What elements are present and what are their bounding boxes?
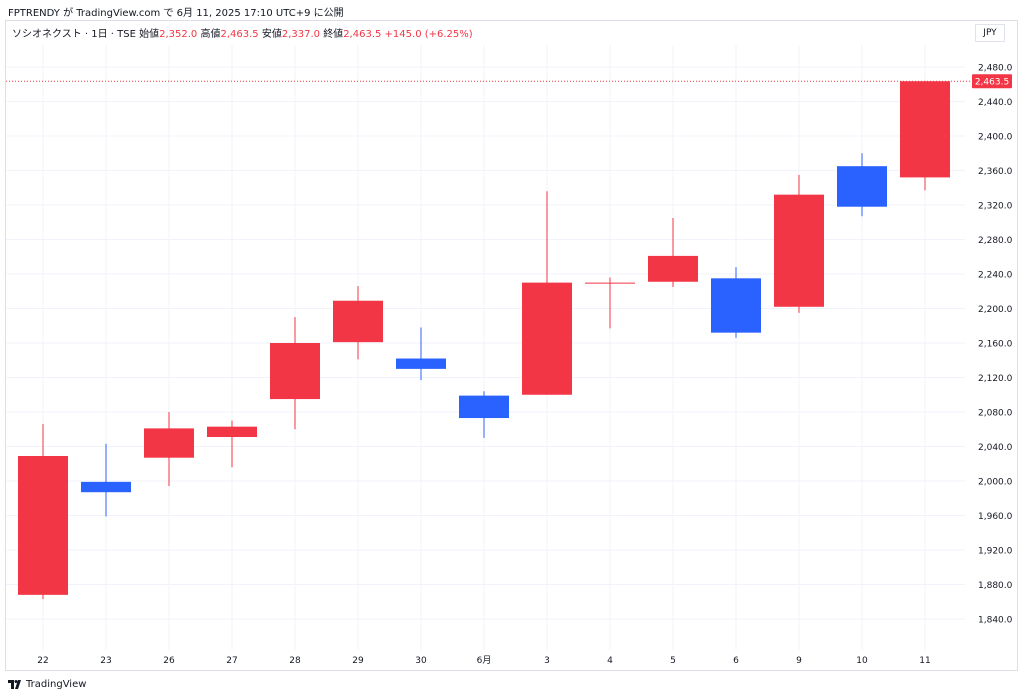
y-tick-label: 2,200.0 — [978, 305, 1013, 315]
candle-body — [585, 282, 635, 284]
legend-open-label: 始値 — [139, 29, 160, 40]
legend-high-label: 高値 — [200, 29, 221, 40]
footer-brand[interactable]: TradingView — [26, 679, 87, 690]
legend-low-label: 安値 — [261, 29, 282, 40]
x-tick-label: 26 — [163, 656, 175, 666]
candle-body — [396, 358, 446, 369]
y-tick-label: 2,360.0 — [978, 167, 1013, 177]
candle-body — [18, 455, 68, 595]
y-tick-label: 2,320.0 — [978, 202, 1013, 212]
candle-body — [270, 343, 320, 400]
chart-frame — [5, 20, 1018, 671]
currency-button[interactable]: JPY — [975, 24, 1005, 42]
y-tick-label: 2,080.0 — [978, 409, 1013, 419]
legend-high-value: 2,463.5 — [220, 29, 259, 40]
y-tick-label: 1,960.0 — [978, 512, 1013, 522]
last-price-badge — [972, 74, 1012, 89]
x-tick-label: 30 — [415, 656, 427, 666]
tradingview-logo-icon — [8, 680, 21, 689]
x-tick-label: 10 — [856, 656, 868, 666]
candle-body — [837, 166, 887, 207]
candle-body — [81, 481, 131, 493]
candle-body — [774, 194, 824, 307]
candle-body — [144, 428, 194, 458]
legend-change: +145.0 (+6.25%) — [384, 29, 473, 40]
y-tick-label: 2,280.0 — [978, 236, 1013, 246]
x-tick-label: 9 — [796, 656, 802, 666]
x-tick-label: 29 — [352, 656, 364, 666]
x-tick-label: 5 — [670, 656, 676, 666]
legend-close-label: 終値 — [323, 29, 344, 40]
x-tick-label: 22 — [37, 656, 48, 666]
candle-body — [459, 395, 509, 419]
legend-bar: ソシオネクスト · 1日 · TSE 始値2,352.0 高値2,463.5 安… — [12, 25, 473, 40]
y-tick-label: 1,920.0 — [978, 547, 1013, 557]
y-tick-label: 2,240.0 — [978, 271, 1013, 281]
x-tick-label: 23 — [100, 656, 111, 666]
candle-body — [900, 81, 950, 178]
x-tick-label: 6 — [733, 656, 739, 666]
y-tick-label: 1,880.0 — [978, 581, 1013, 591]
candle-body — [333, 300, 383, 343]
x-tick-label: 6月 — [477, 655, 492, 666]
legend-close-value: 2,463.5 — [343, 29, 382, 40]
legend-low-value: 2,337.0 — [281, 29, 320, 40]
legend-open-value: 2,352.0 — [159, 29, 198, 40]
y-tick-label: 2,480.0 — [978, 64, 1013, 74]
x-tick-label: 28 — [289, 656, 301, 666]
x-tick-label: 11 — [919, 656, 930, 666]
footer: TradingView — [8, 679, 86, 690]
y-tick-label: 2,400.0 — [978, 133, 1013, 143]
y-tick-label: 2,120.0 — [978, 374, 1013, 384]
y-tick-label: 2,160.0 — [978, 340, 1013, 350]
legend-symbol[interactable]: ソシオネクスト · 1日 · TSE — [12, 29, 136, 40]
y-tick-label: 2,440.0 — [978, 98, 1013, 108]
candle-body — [522, 282, 572, 395]
candle-body — [648, 255, 698, 282]
publish-info: FPTRENDY が TradingView.com で 6月 11, 2025… — [8, 8, 344, 19]
y-tick-label: 2,040.0 — [978, 443, 1013, 453]
x-tick-label: 27 — [226, 656, 237, 666]
y-tick-label: 2,000.0 — [978, 478, 1013, 488]
y-tick-label: 1,840.0 — [978, 616, 1013, 626]
x-tick-label: 3 — [544, 656, 550, 666]
candle-body — [207, 426, 257, 438]
last-price-label: 2,463.5 — [975, 78, 1009, 88]
x-tick-label: 4 — [607, 656, 613, 666]
candle-body — [711, 278, 761, 333]
